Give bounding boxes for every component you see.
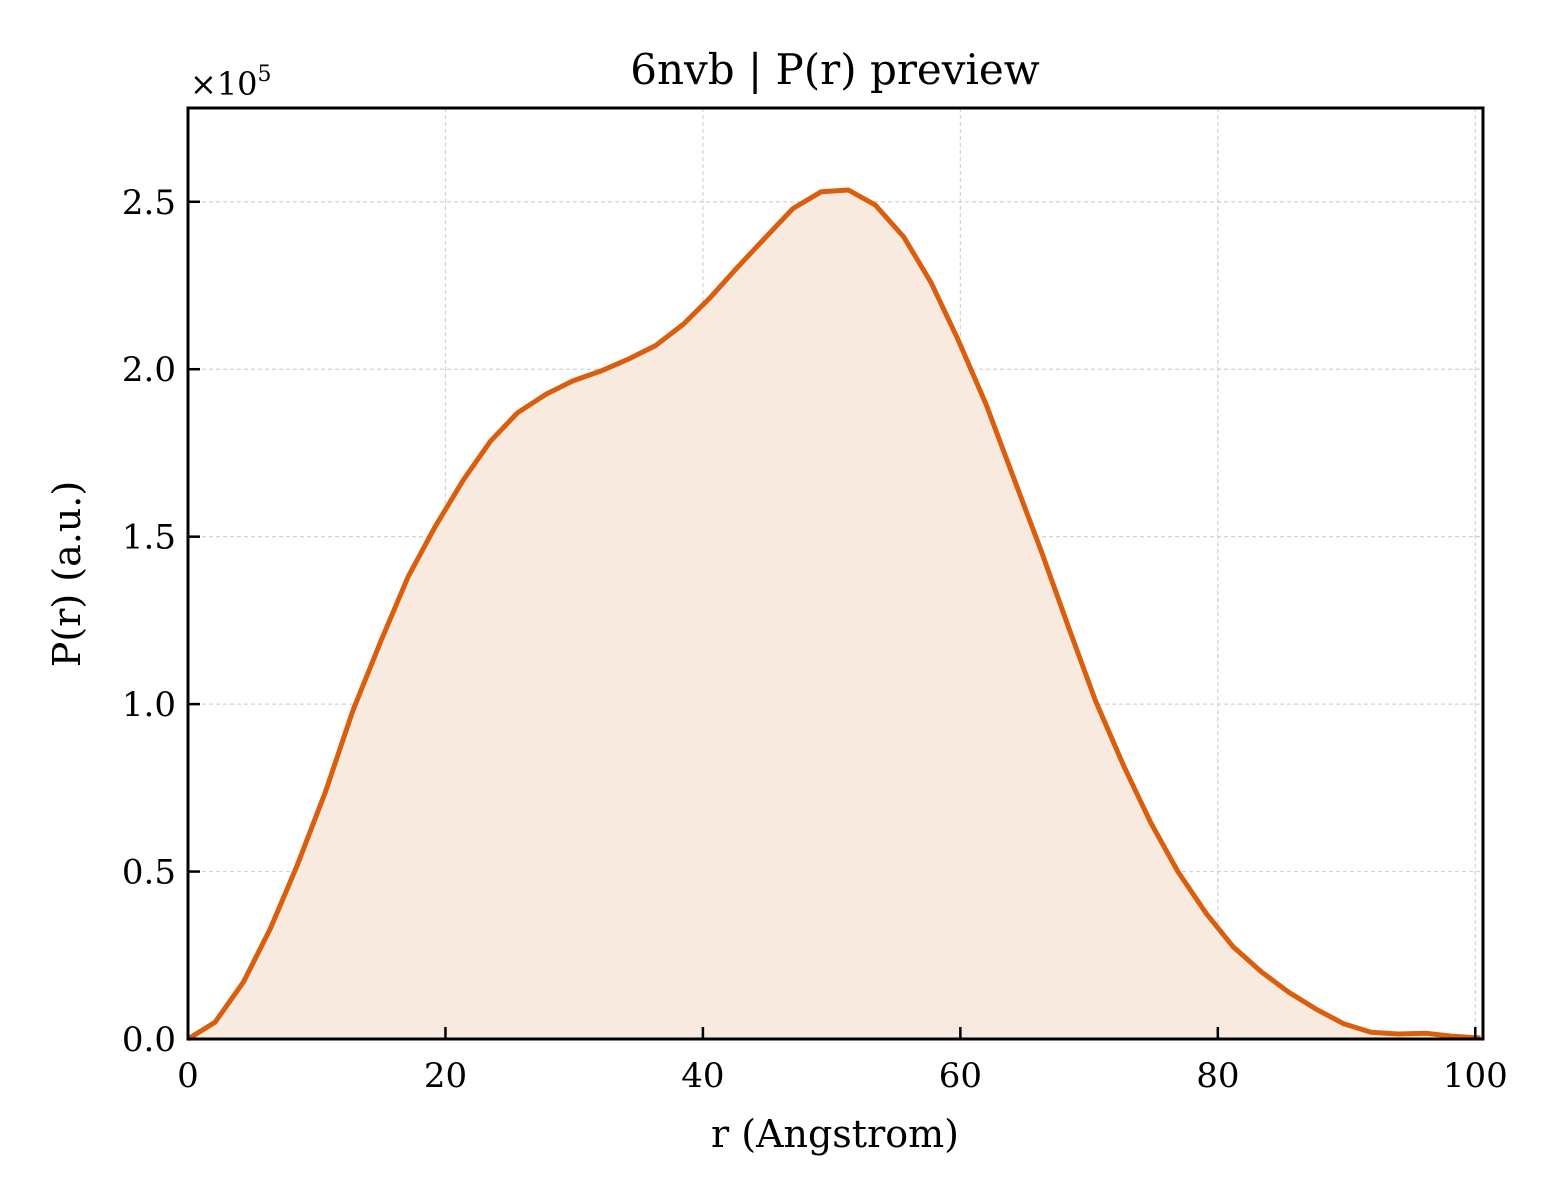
pr-area-fill xyxy=(188,190,1481,1039)
chart-title: 6nvb | P(r) preview xyxy=(630,45,1040,94)
y-tick-label: 2.5 xyxy=(122,183,176,223)
pr-series-line xyxy=(186,187,1481,1042)
x-tick-label: 40 xyxy=(681,1056,724,1096)
x-tick-label: 80 xyxy=(1196,1056,1239,1096)
x-tick-label: 60 xyxy=(939,1056,982,1096)
x-tick-label: 100 xyxy=(1443,1056,1508,1096)
y-tick-label: 0.0 xyxy=(122,1020,176,1060)
y-tick-label: 2.0 xyxy=(122,350,176,390)
x-axis-label: r (Angstrom) xyxy=(711,1112,959,1156)
x-tick-label: 0 xyxy=(177,1056,199,1096)
plot-frame xyxy=(186,106,1485,1041)
y-axis-label: P(r) (a.u.) xyxy=(45,481,89,667)
x-tick-label: 20 xyxy=(424,1056,467,1096)
y-multiplier-base: ×10 xyxy=(190,65,258,103)
y-tick-label: 1.0 xyxy=(122,685,176,725)
y-multiplier-label: ×105 xyxy=(190,62,272,103)
y-tick-label: 0.5 xyxy=(122,853,176,893)
ticks: 0 20 40 60 80 100 0.0 0.5 1.0 1.5 2.0 2.5 xyxy=(122,183,1508,1096)
y-multiplier-exponent: 5 xyxy=(258,62,272,87)
y-tick-label: 1.5 xyxy=(122,518,176,558)
